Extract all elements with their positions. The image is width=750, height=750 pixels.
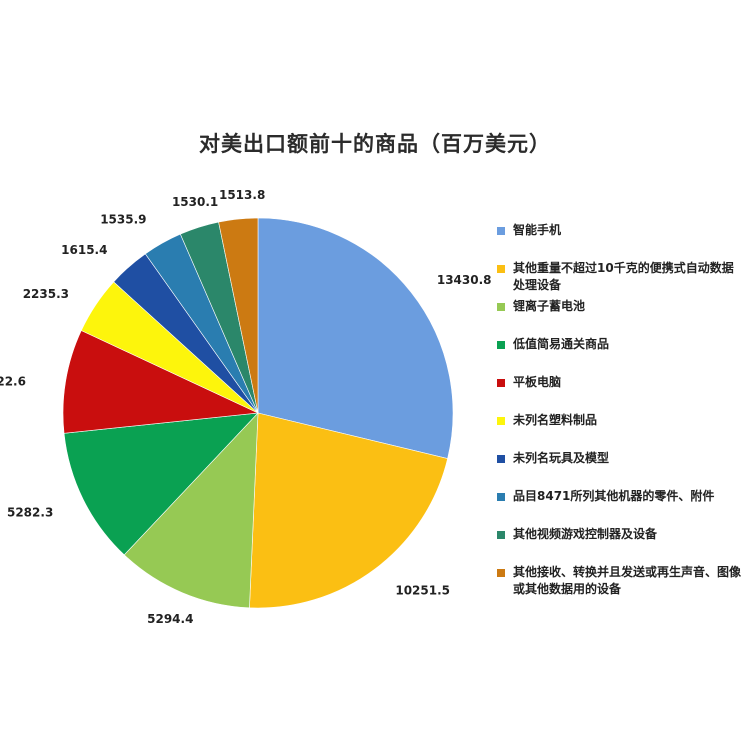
legend-swatch [497,341,505,349]
legend-swatch [497,303,505,311]
chart-title: 对美出口额前十的商品（百万美元） [199,132,551,156]
legend-swatch [497,227,505,235]
legend-label: 未列名玩具及模型 [513,451,610,465]
pie-slices [62,217,454,609]
legend-label: 锂离子蓄电池 [513,299,586,313]
data-label-7: 1615.4 [61,243,107,257]
legend-item-6: 未列名塑料制品 [497,412,743,429]
data-label-8: 1535.9 [100,213,146,227]
legend-label: 其他接收、转换并且发送或再生声音、图像或其他数据用的设备 [513,565,742,596]
legend-item-7: 未列名玩具及模型 [497,450,743,467]
legend-swatch [497,493,505,501]
pie-data-labels: 13430.8 10251.5 5294.4 5282.3 4022.6 2235.3 16… [0,188,492,626]
pie-slice-10 [218,217,259,414]
legend-swatch [497,379,505,387]
legend-swatch [497,417,505,425]
legend-swatch [497,265,505,273]
legend-item-10: 其他接收、转换并且发送或再生声音、图像或其他数据用的设备 [497,564,743,598]
legend-item-5: 平板电脑 [497,374,743,391]
data-label-9: 1530.1 [172,195,218,209]
data-label-6: 2235.3 [23,287,69,301]
legend-item-3: 锂离子蓄电池 [497,298,743,315]
legend-item-8: 品目8471所列其他机器的零件、附件 [497,488,743,505]
data-label-2: 10251.5 [395,584,450,598]
legend-label: 未列名塑料制品 [513,413,598,427]
data-label-10: 1513.8 [219,188,265,202]
legend-item-1: 智能手机 [497,222,743,239]
legend-label: 智能手机 [513,223,562,237]
legend-label: 平板电脑 [513,375,562,389]
pie-slice-1 [257,217,454,459]
legend-label: 其他视频游戏控制器及设备 [513,527,658,541]
legend-swatch [497,569,505,577]
legend-item-2: 其他重量不超过10千克的便携式自动数据处理设备 [497,260,743,294]
data-label-3: 5294.4 [147,612,193,626]
pie-slice-5 [62,330,260,434]
data-label-4: 5282.3 [7,505,53,519]
legend-swatch [497,531,505,539]
legend-label: 其他重量不超过10千克的便携式自动数据处理设备 [513,261,734,292]
pie-slice-2 [249,412,448,609]
pie-slice-3 [123,412,259,609]
legend-label: 品目8471所列其他机器的零件、附件 [513,489,715,503]
legend-swatch [497,455,505,463]
data-label-5: 4022.6 [0,374,26,388]
legend-item-4: 低值简易通关商品 [497,336,743,353]
legend-label: 低值简易通关商品 [513,337,610,351]
data-label-1: 13430.8 [437,273,492,287]
legend-item-9: 其他视频游戏控制器及设备 [497,526,743,543]
pie-slice-4 [63,412,259,556]
